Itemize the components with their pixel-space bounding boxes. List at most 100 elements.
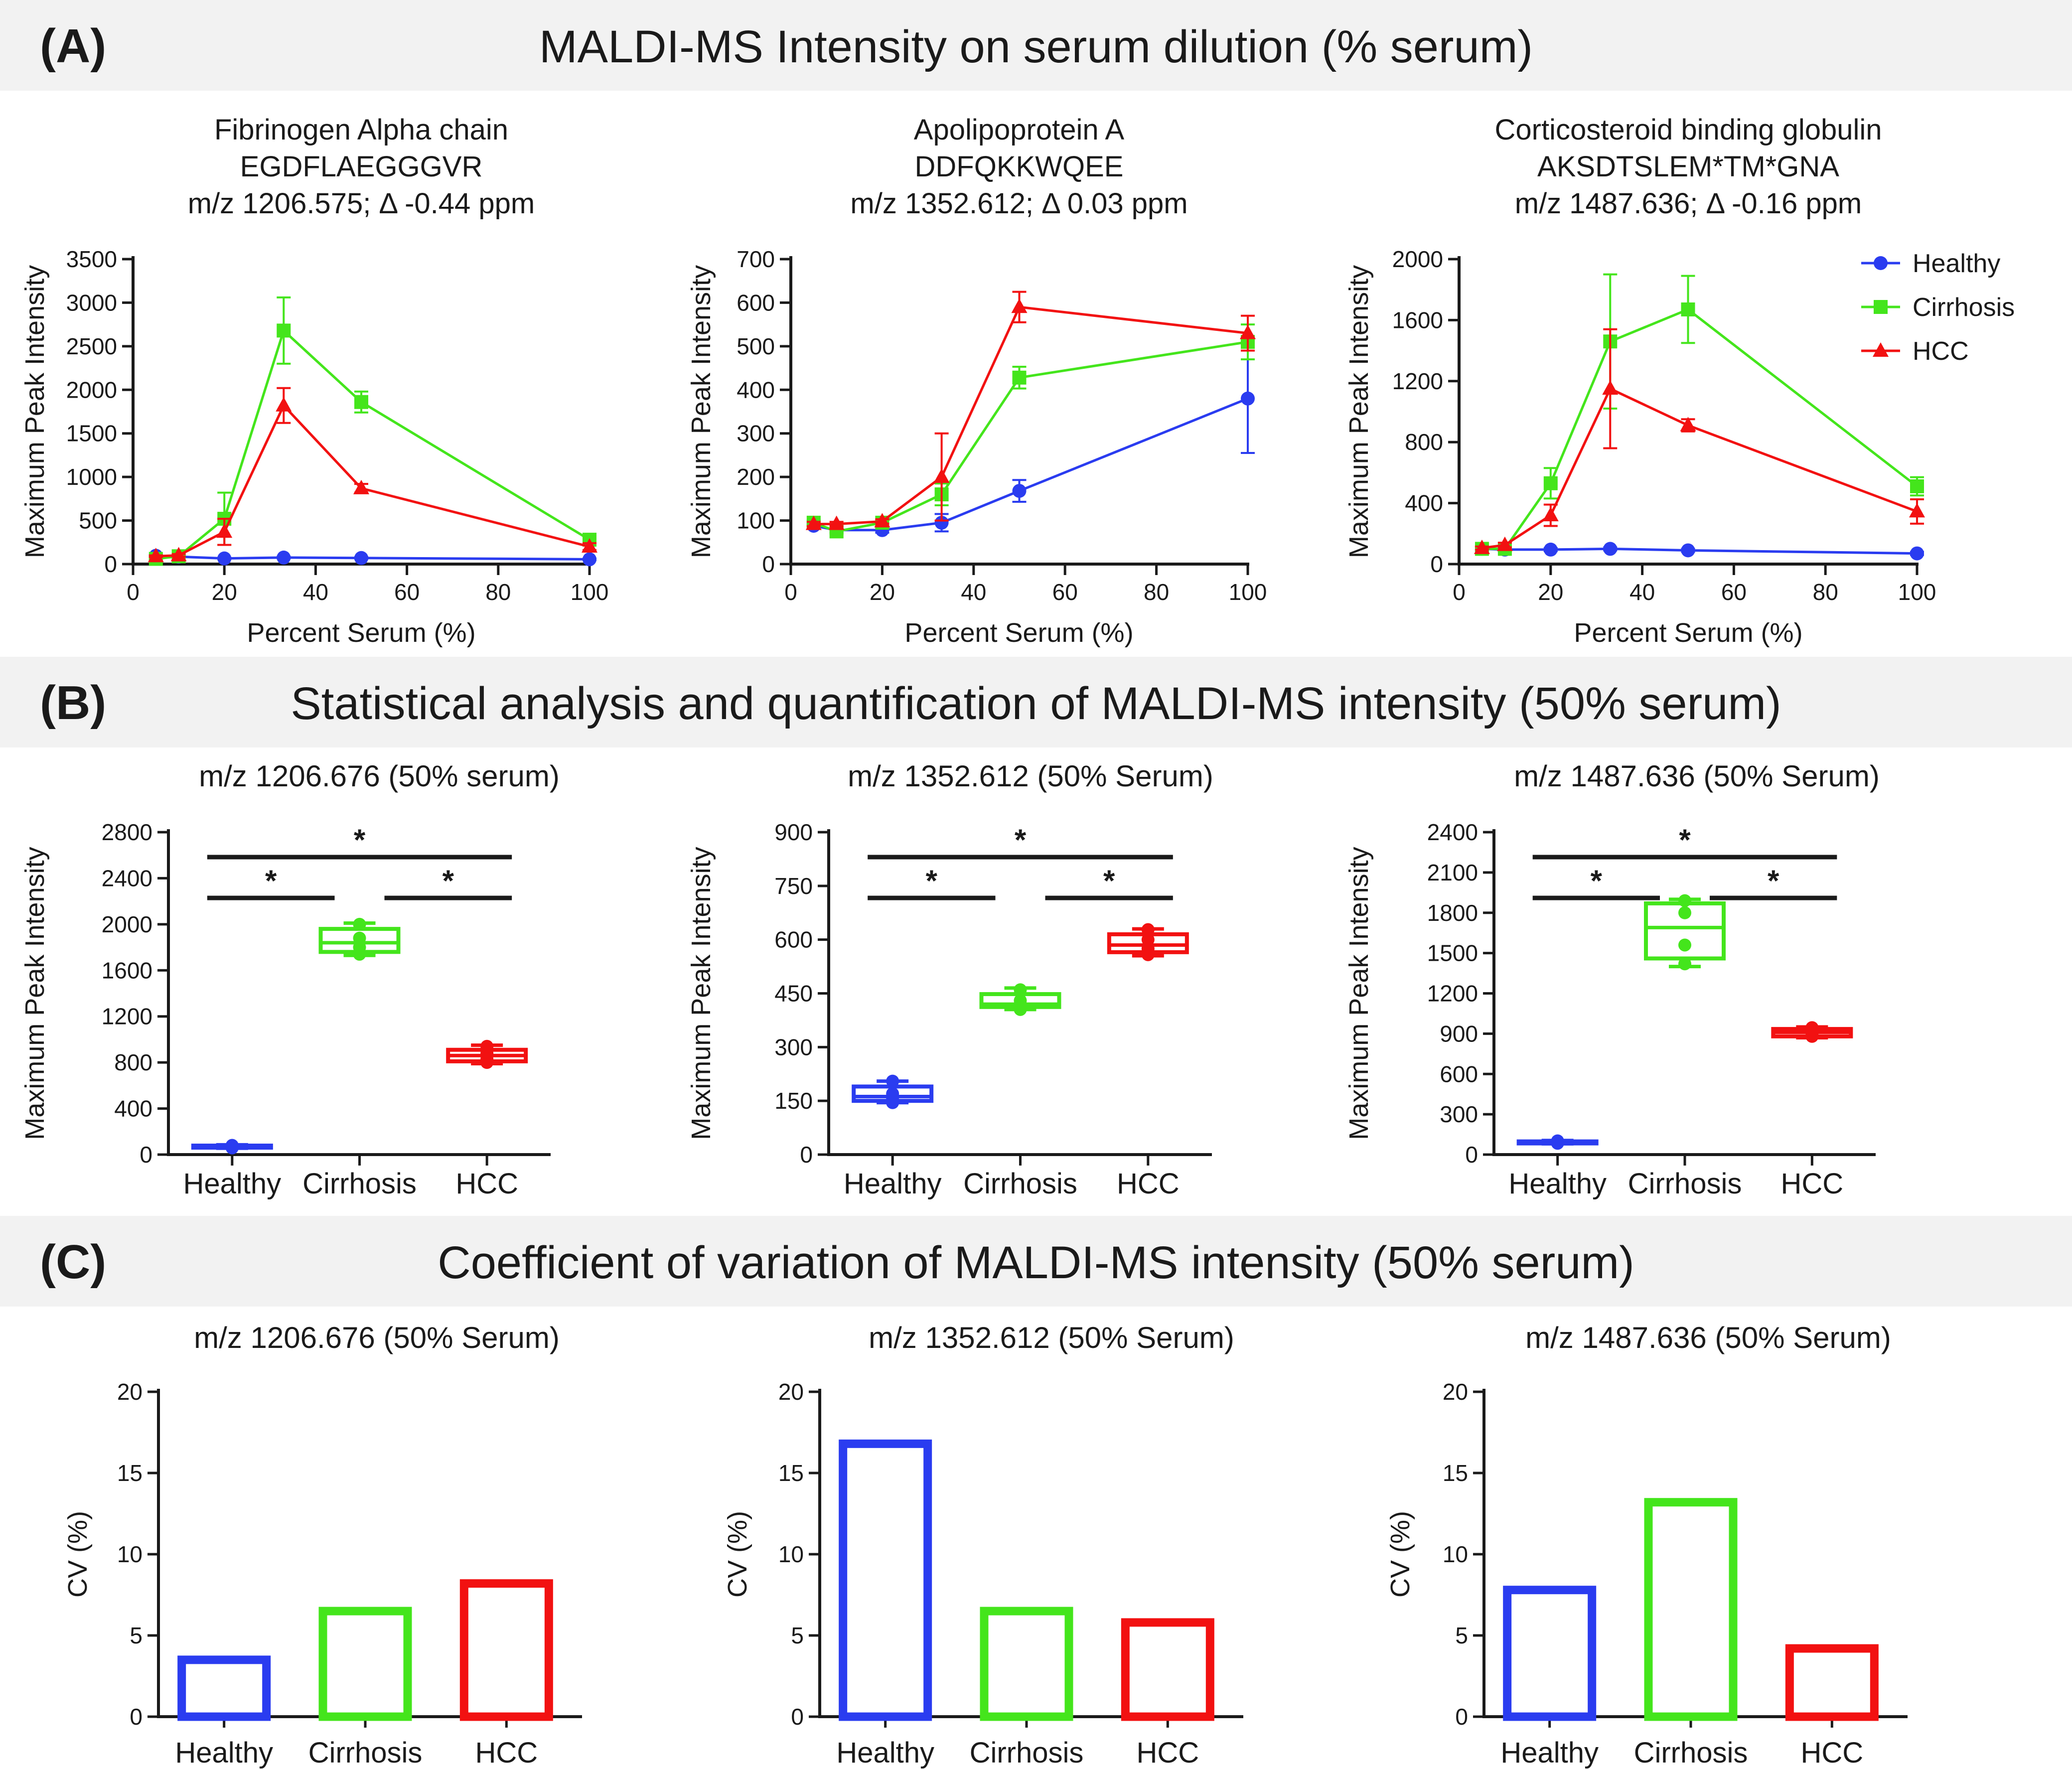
category-label: HCC [475, 1737, 538, 1769]
chart-title-line: Apolipoprotein A [914, 114, 1125, 146]
box-point [1141, 933, 1155, 946]
data-point-cirrhosis [277, 323, 291, 338]
x-tick-label: 20 [870, 579, 895, 605]
significance-star: * [265, 864, 277, 897]
data-point-healthy [1603, 542, 1618, 556]
box-point [1678, 938, 1691, 952]
category-label: Cirrhosis [1634, 1737, 1748, 1769]
x-tick-label: 80 [1813, 579, 1838, 605]
data-point-healthy [1543, 542, 1558, 557]
y-tick-label: 5 [1455, 1622, 1468, 1648]
box-point [1014, 983, 1027, 997]
box-point [353, 941, 366, 954]
x-tick-label: 0 [1453, 579, 1466, 605]
y-axis-label: Maximum Peak Intensity [1344, 265, 1374, 558]
data-point-healthy [277, 550, 291, 565]
category-label: Cirrhosis [1628, 1168, 1742, 1200]
significance-star: * [1768, 864, 1779, 897]
category-label: Cirrhosis [963, 1168, 1077, 1200]
significance-star: * [443, 864, 454, 897]
chart-title-line: AKSDTSLEM*TM*GNA [1537, 150, 1839, 183]
y-tick-label: 2500 [66, 333, 117, 359]
chart-title-line: EGDFLAEGGGVR [240, 150, 483, 183]
x-axis-label: Percent Serum (%) [904, 618, 1133, 648]
y-tick-label: 1600 [1392, 307, 1443, 333]
data-point-hcc [276, 397, 292, 412]
y-tick-label: 400 [114, 1096, 152, 1122]
y-axis-label: Maximum Peak Intensity [686, 265, 716, 558]
data-point-hcc [828, 515, 845, 530]
category-label: HCC [1800, 1737, 1863, 1769]
bar-hcc [1785, 1644, 1879, 1721]
y-tick-label: 750 [774, 873, 813, 899]
y-tick-label: 600 [774, 927, 813, 953]
significance-star: * [354, 823, 366, 857]
category-label: HCC [1136, 1737, 1199, 1769]
chart-title-line: m/z 1352.612; Δ 0.03 ppm [850, 187, 1187, 220]
y-tick-label: 2000 [1392, 246, 1443, 272]
category-label: Healthy [1500, 1737, 1599, 1769]
data-point-cirrhosis [1543, 476, 1558, 490]
y-axis-label: Maximum Peak Intensity [20, 265, 50, 558]
box-point [480, 1039, 494, 1053]
box-point [886, 1087, 899, 1100]
chart-title: m/z 1487.636 (50% Serum) [1514, 759, 1880, 793]
section-label: (C) [40, 1235, 106, 1289]
data-point-cirrhosis [354, 395, 368, 409]
y-tick-label: 1200 [1392, 368, 1443, 394]
y-axis-label: Maximum Peak Intensity [20, 847, 50, 1140]
category-label: Healthy [836, 1737, 934, 1769]
bar-cirrhosis [1644, 1498, 1738, 1721]
box-point [353, 931, 366, 945]
category-label: HCC [1780, 1168, 1843, 1200]
data-point-hcc [1909, 503, 1925, 518]
y-tick-label: 2800 [102, 819, 152, 845]
y-tick-label: 1500 [66, 421, 117, 446]
y-tick-label: 20 [1443, 1379, 1468, 1405]
bar-healthy [839, 1439, 932, 1721]
bar-healthy [1503, 1586, 1597, 1721]
y-tick-label: 15 [117, 1460, 143, 1486]
y-tick-label: 20 [117, 1379, 143, 1405]
y-tick-label: 500 [737, 333, 775, 359]
legend-marker [1873, 342, 1889, 357]
section-band-2 [0, 1216, 2072, 1307]
data-point-healthy [583, 552, 596, 567]
y-tick-label: 0 [140, 1142, 152, 1168]
chart-title-line: m/z 1487.636; Δ -0.16 ppm [1515, 187, 1862, 220]
y-tick-label: 2000 [102, 911, 152, 937]
data-point-hcc [148, 548, 164, 563]
y-tick-label: 1200 [1427, 981, 1478, 1007]
box-point [225, 1139, 239, 1152]
legend-label: Cirrhosis [1913, 293, 2015, 322]
y-tick-label: 2400 [102, 865, 152, 891]
section-label: (A) [40, 19, 106, 73]
y-tick-label: 2000 [66, 377, 117, 403]
data-point-hcc [874, 513, 890, 528]
category-label: Healthy [844, 1168, 942, 1200]
y-axis-label: Maximum Peak Intensity [1344, 847, 1374, 1140]
y-tick-label: 200 [737, 464, 775, 490]
y-tick-label: 1800 [1427, 900, 1478, 926]
data-point-cirrhosis [1012, 370, 1027, 385]
y-tick-label: 0 [1465, 1142, 1478, 1168]
data-point-healthy [354, 551, 368, 565]
chart-title: m/z 1352.612 (50% Serum) [848, 759, 1213, 793]
section-title: Statistical analysis and quantification … [291, 678, 1781, 729]
x-tick-label: 60 [1052, 579, 1078, 605]
y-tick-label: 10 [117, 1541, 143, 1567]
y-tick-label: 100 [737, 508, 775, 534]
chart-title-line: DDFQKKWQEE [915, 150, 1124, 183]
data-point-hcc [1474, 539, 1490, 554]
y-tick-label: 900 [1440, 1021, 1478, 1046]
y-tick-label: 400 [1405, 490, 1443, 516]
legend-label: HCC [1913, 337, 1969, 366]
y-tick-label: 300 [1440, 1101, 1478, 1127]
series-line-healthy [813, 397, 1248, 532]
data-point-cirrhosis [1681, 302, 1695, 316]
y-axis-label: CV (%) [63, 1511, 93, 1598]
y-tick-label: 0 [791, 1704, 804, 1730]
y-tick-label: 10 [1443, 1541, 1468, 1567]
data-point-hcc [1011, 298, 1028, 313]
legend-marker [1874, 300, 1888, 314]
